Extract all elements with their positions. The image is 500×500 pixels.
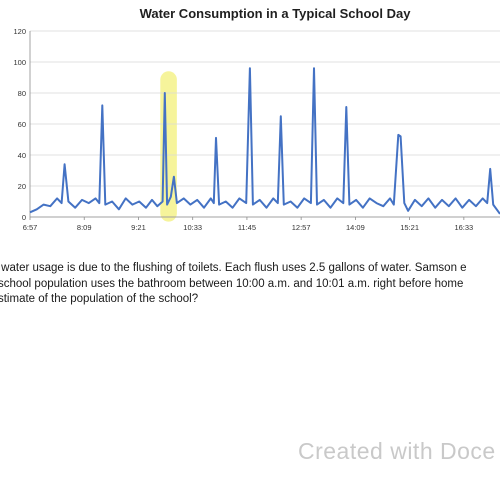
x-tick-label: 10:33 <box>183 223 202 232</box>
watermark: Created with Doce <box>298 438 496 464</box>
y-axis-ticks: 0 20 40 60 80 100 120 <box>13 27 26 222</box>
y-tick-label: 80 <box>18 89 26 98</box>
y-tick-label: 20 <box>18 182 26 191</box>
x-tick-label: 14:09 <box>346 223 365 232</box>
question-line-1: t of water usage is due to the flushing … <box>0 262 467 274</box>
y-tick-label: 60 <box>18 120 26 129</box>
y-tick-label: 0 <box>22 213 26 222</box>
x-axis-ticks: 6:57 8:09 9:21 10:33 11:45 12:57 14:09 15:21 16:… <box>23 223 474 232</box>
x-tick-label: 11:45 <box>238 223 256 232</box>
axes <box>29 31 500 220</box>
question-line-2: he school population uses the bathroom b… <box>0 277 464 290</box>
x-tick-label: 9:21 <box>131 223 146 232</box>
series-line <box>29 67 500 215</box>
y-tick-label: 40 <box>18 151 26 160</box>
x-tick-label: 16:33 <box>454 223 473 232</box>
question-line-3: d estimate of the population of the scho… <box>0 293 199 305</box>
chart-title: Water Consumption in a Typical School Da… <box>140 6 412 21</box>
question-text: t of water usage is due to the flushing … <box>0 261 500 308</box>
x-tick-label: 15:21 <box>400 223 419 232</box>
y-tick-label: 120 <box>13 27 26 36</box>
x-tick-label: 8:09 <box>77 223 92 232</box>
x-tick-label: 6:57 <box>23 223 38 232</box>
x-tick-label: 12:57 <box>292 223 311 232</box>
y-tick-label: 100 <box>13 58 26 67</box>
